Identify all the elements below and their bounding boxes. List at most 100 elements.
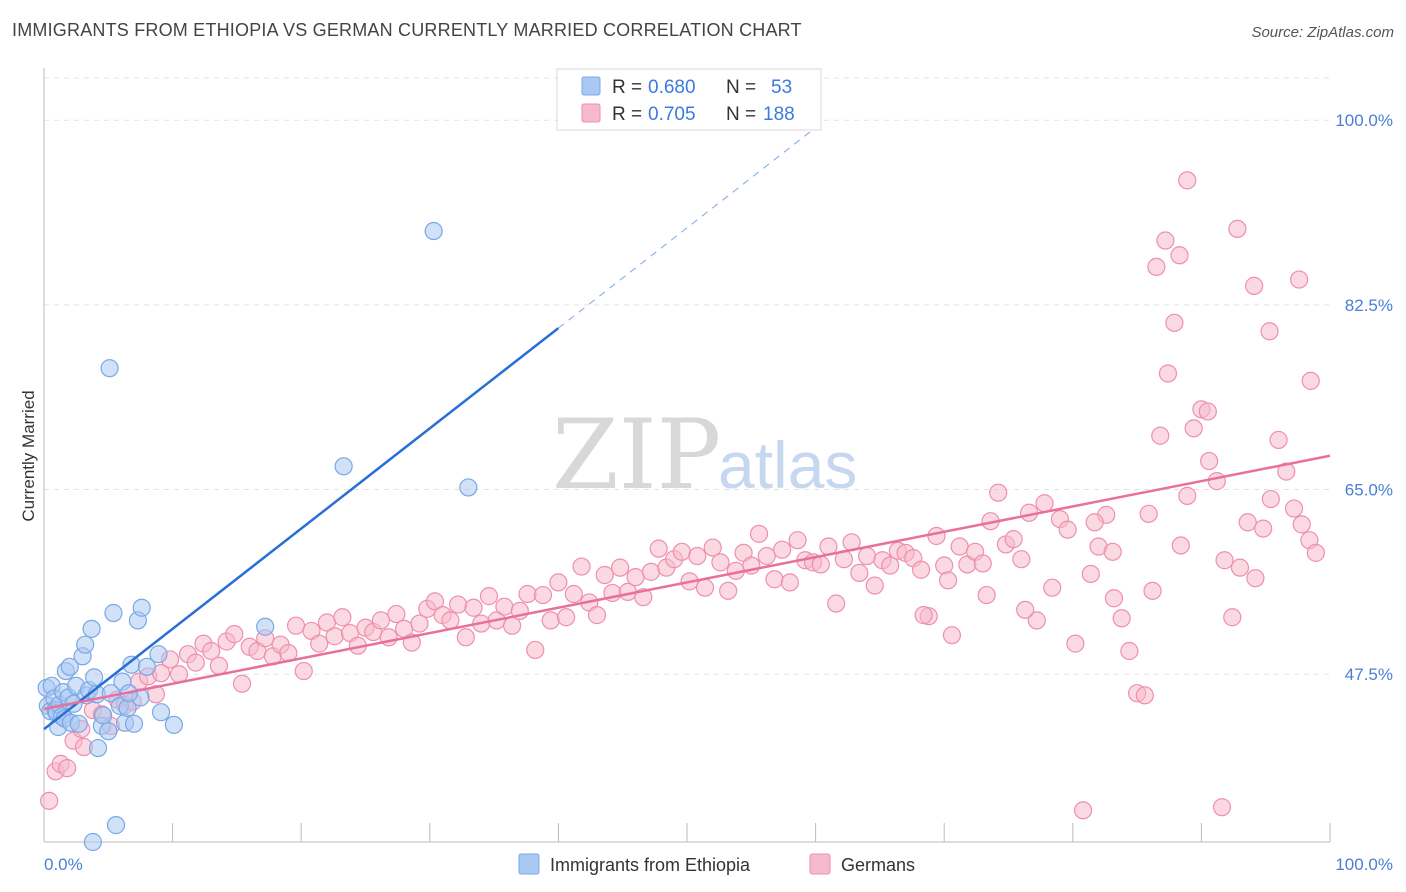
germans-point-93	[749, 524, 769, 543]
germans-point-159	[1254, 519, 1273, 538]
germans-point-20	[186, 653, 205, 672]
germans-point-53	[441, 611, 460, 630]
ethiopia-point-18	[69, 714, 88, 733]
germans-point-33	[286, 616, 306, 635]
germans-point-3	[58, 759, 77, 778]
germans-point-164	[1292, 515, 1311, 534]
ethiopia-point-50	[459, 478, 478, 497]
germans-point-44	[371, 611, 391, 630]
germans-point-129	[1027, 611, 1046, 630]
germans-point-70	[572, 557, 591, 576]
germans-point-101	[811, 555, 830, 574]
germans-point-122	[973, 554, 992, 573]
y-tick-label-2: 82.5%	[1345, 296, 1393, 315]
germans-point-75	[611, 558, 630, 577]
germans-point-73	[595, 565, 614, 585]
germans-point-184	[914, 606, 933, 625]
germans-point-171	[1178, 171, 1197, 190]
germans-point-88	[711, 553, 730, 572]
germans-point-23	[209, 656, 228, 675]
y-tick-labels: 47.5% 65.0% 82.5% 100.0%	[1335, 111, 1393, 684]
germans-point-26	[232, 674, 252, 693]
germans-point-168	[1147, 257, 1166, 276]
germans-point-79	[641, 562, 661, 581]
germans-point-77	[626, 568, 645, 587]
germans-point-162	[1277, 462, 1296, 481]
germans-point-146	[1158, 364, 1178, 383]
x-tick-labels: 0.0% 100.0%	[44, 855, 1393, 874]
germans-point-173	[1228, 219, 1247, 239]
stats-n-label-ethiopia: N =	[726, 77, 756, 98]
germans-point-180	[1085, 513, 1104, 532]
series-immigrants-from-ethiopia	[37, 221, 478, 852]
germans-point-46	[387, 604, 406, 624]
germans-point-179	[1103, 542, 1122, 561]
germans-point-54	[448, 595, 468, 614]
ethiopia-point-20	[76, 635, 95, 654]
x-tick-label-0: 0.0%	[44, 855, 83, 874]
stats-box-frame	[556, 68, 822, 131]
y-tick-label-1: 65.0%	[1345, 481, 1393, 500]
germans-point-124	[989, 483, 1008, 502]
germans-point-152	[1200, 451, 1219, 471]
germans-point-170	[1170, 246, 1189, 265]
ethiopia-point-28	[99, 722, 118, 741]
trend-line-ethiopia-extension	[558, 127, 816, 329]
germans-point-110	[881, 556, 900, 575]
germans-point-69	[564, 584, 583, 604]
legend-swatch-germans	[809, 853, 831, 875]
germans-point-86	[695, 578, 715, 597]
source-credit: Source: ZipAtlas.com	[1251, 24, 1394, 41]
germans-point-127	[1012, 550, 1031, 569]
germans-point-103	[827, 594, 846, 613]
germans-point-134	[1066, 634, 1085, 653]
germans-point-126	[1004, 530, 1023, 549]
germans-point-25	[225, 625, 244, 644]
germans-point-167	[1139, 504, 1158, 523]
germans-point-83	[672, 542, 691, 561]
ethiopia-point-48	[334, 457, 353, 476]
germans-point-36	[310, 634, 329, 653]
ethiopia-point-30	[104, 603, 123, 623]
germans-point-60	[495, 597, 514, 616]
germans-point-63	[518, 584, 537, 604]
germans-point-85	[688, 546, 707, 566]
germans-point-94	[757, 546, 776, 566]
germans-point-39	[333, 608, 352, 627]
ethiopia-point-31	[106, 816, 126, 835]
germans-point-183	[977, 585, 996, 605]
ethiopia-point-46	[100, 359, 119, 378]
stats-r-value-ethiopia: 0.680	[648, 77, 696, 98]
germans-point-182	[938, 571, 958, 590]
germans-point-136	[1081, 564, 1100, 584]
ethiopia-point-24	[85, 668, 104, 687]
germans-point-119	[950, 537, 969, 556]
germans-point-150	[1184, 419, 1203, 438]
germans-point-160	[1261, 489, 1280, 509]
germans-point-65	[533, 585, 553, 605]
germans-point-89	[719, 581, 738, 600]
ethiopia-point-44	[164, 715, 183, 734]
germans-point-169	[1156, 231, 1175, 250]
germans-point-161	[1269, 430, 1288, 450]
germans-point-95	[765, 570, 784, 589]
stats-swatch-germans	[581, 103, 601, 123]
germans-point-143	[1135, 686, 1154, 705]
germans-point-87	[703, 538, 722, 557]
trend-lines	[43, 127, 1331, 731]
germans-point-38	[325, 627, 344, 646]
ethiopia-point-42	[149, 645, 168, 664]
germans-point-58	[479, 587, 499, 606]
germans-point-56	[464, 598, 483, 617]
germans-point-149	[1178, 486, 1197, 505]
legend-label-ethiopia: Immigrants from Ethiopia	[550, 855, 751, 875]
germans-point-51	[425, 592, 445, 611]
germans-point-130	[1035, 494, 1054, 513]
germans-point-181	[1016, 600, 1035, 619]
series-germans	[40, 171, 1325, 820]
germans-point-172	[1198, 402, 1217, 421]
x-tick-label-1: 100.0%	[1335, 855, 1393, 874]
germans-point-144	[1143, 581, 1162, 600]
germans-point-0	[40, 791, 59, 810]
